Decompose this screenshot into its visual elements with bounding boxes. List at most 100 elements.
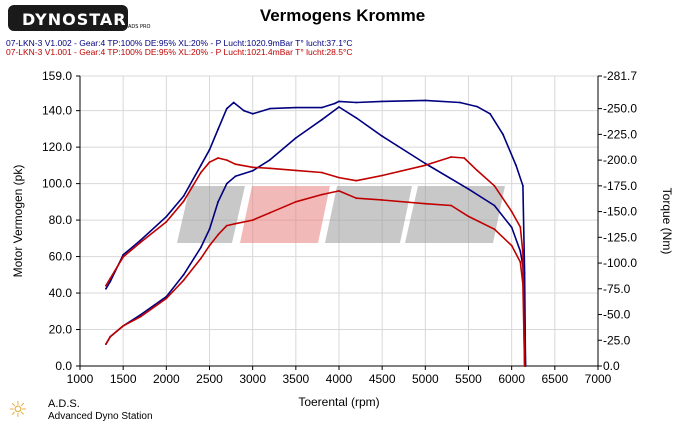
- series-point-1: [320, 106, 323, 109]
- y-tick-label: 120.0: [42, 140, 72, 154]
- x-tick-label: 6500: [541, 372, 568, 386]
- x-tick-label: 2500: [196, 372, 223, 386]
- watermark-block: [405, 186, 505, 243]
- series-point-1: [523, 272, 526, 275]
- series-point-1: [251, 112, 254, 115]
- series-point-4: [208, 244, 211, 247]
- series-point-3: [109, 277, 112, 280]
- y2-tick-label: -150.0: [603, 205, 637, 219]
- series-point-1: [208, 148, 211, 151]
- series-point-2: [269, 159, 271, 161]
- series-point-4: [200, 257, 202, 260]
- series-point-4: [225, 224, 228, 227]
- series-point-2: [320, 118, 323, 121]
- y-tick-label: 80.0: [49, 213, 73, 227]
- series-point-1: [489, 112, 491, 115]
- series-point-4: [217, 233, 220, 236]
- y2-tick-label: -200.0: [603, 153, 637, 167]
- y-tick-label: 0.0: [55, 359, 72, 373]
- series-point-3: [217, 157, 220, 159]
- x-tick-label: 4500: [369, 372, 396, 386]
- series-point-4: [165, 297, 168, 300]
- series-point-3: [510, 210, 513, 213]
- x-tick-label: 3000: [239, 372, 266, 386]
- series-point-4: [294, 200, 297, 203]
- series-point-4: [450, 204, 453, 207]
- y2-tick-label: 0.0: [603, 359, 620, 373]
- watermark-block: [177, 186, 245, 243]
- series-point-1: [459, 101, 461, 104]
- series-point-1: [200, 164, 202, 167]
- series-point-3: [105, 284, 107, 287]
- series-point-3: [519, 226, 522, 228]
- series-point-1: [381, 100, 384, 103]
- series-point-1: [355, 101, 358, 104]
- series-point-3: [200, 171, 202, 174]
- series-point-2: [234, 175, 237, 178]
- series-point-1: [294, 106, 297, 109]
- series-point-4: [510, 244, 513, 247]
- series-point-4: [105, 343, 107, 345]
- series-point-1: [165, 215, 168, 218]
- y2-tick-label: -50.0: [603, 308, 631, 322]
- series-point-1: [502, 133, 504, 136]
- x-tick-label: 4000: [326, 372, 353, 386]
- series-point-4: [182, 279, 185, 282]
- series-point-2: [355, 117, 358, 119]
- series-point-4: [320, 193, 323, 196]
- series-point-2: [424, 162, 427, 165]
- ads-sun-icon: ☼: [8, 398, 28, 423]
- series-point-2: [467, 188, 470, 191]
- y2-tick-label: -25.0: [603, 333, 631, 347]
- y2-tick-label: -250.0: [603, 102, 637, 116]
- series-point-2: [182, 273, 185, 276]
- series-point-4: [338, 190, 340, 192]
- series-point-1: [139, 239, 142, 242]
- y-tick-label: 20.0: [49, 323, 73, 337]
- series-point-4: [234, 222, 237, 225]
- ads-name: A.D.S.: [48, 398, 80, 410]
- y2-tick-label: -125.0: [603, 230, 637, 244]
- series-point-4: [381, 199, 384, 201]
- x-axis-title: Toerental (rpm): [298, 395, 379, 409]
- y-tick-label: 140.0: [42, 104, 72, 118]
- run-label-1: 07-LKN-3 V1.002 - Gear:4 TP:100% DE:95% …: [6, 38, 353, 48]
- y-tick-label: 100.0: [42, 177, 72, 191]
- series-point-3: [139, 241, 142, 244]
- series-point-2: [493, 204, 496, 207]
- series-point-3: [476, 169, 478, 172]
- series-point-2: [519, 250, 522, 253]
- series-point-3: [355, 179, 358, 182]
- x-tick-label: 1500: [110, 372, 137, 386]
- series-point-2: [139, 314, 142, 316]
- series-point-3: [234, 163, 237, 166]
- series-point-1: [225, 107, 228, 110]
- series-point-4: [519, 261, 522, 263]
- ads-subtitle: Advanced Dyno Station: [48, 411, 153, 422]
- series-point-2: [200, 246, 202, 249]
- series-point-3: [225, 159, 228, 162]
- series-point-1: [333, 102, 336, 105]
- series-point-3: [424, 164, 427, 167]
- series-point-3: [122, 256, 125, 258]
- series-point-3: [522, 251, 524, 254]
- series-line-4: [105, 190, 526, 367]
- series-point-4: [251, 219, 254, 222]
- y-tick-label: 159.0: [42, 69, 72, 83]
- series-point-2: [338, 106, 340, 108]
- series-point-3: [294, 169, 297, 172]
- x-tick-label: 1000: [67, 372, 94, 386]
- x-tick-label: 5000: [412, 372, 439, 386]
- series-point-2: [225, 182, 228, 185]
- x-tick-label: 6000: [498, 372, 525, 386]
- series-point-4: [122, 325, 125, 327]
- series-point-1: [522, 184, 524, 187]
- x-tick-label: 5500: [455, 372, 482, 386]
- series-point-4: [467, 215, 470, 218]
- series-point-3: [381, 174, 384, 177]
- series-point-4: [355, 197, 358, 200]
- series-point-1: [338, 100, 340, 103]
- series-point-4: [139, 315, 142, 318]
- series-point-1: [217, 128, 220, 131]
- logo-text: DYNOSTAR: [22, 10, 127, 29]
